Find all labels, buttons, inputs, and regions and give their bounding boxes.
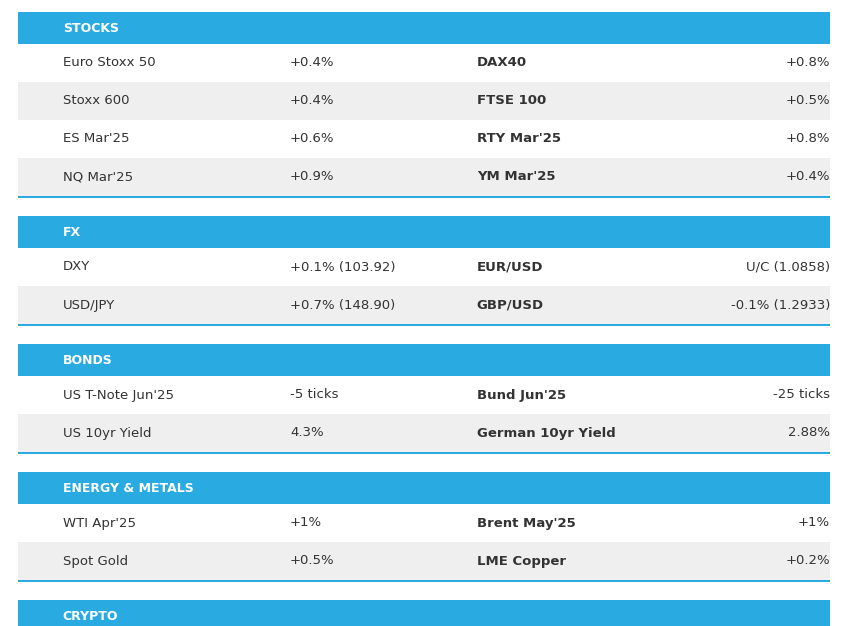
Text: Bund Jun'25: Bund Jun'25 — [477, 389, 566, 401]
Text: U/C (1.0858): U/C (1.0858) — [746, 260, 830, 274]
Bar — [18, 452, 830, 454]
Bar — [18, 12, 830, 44]
Text: WTI Apr'25: WTI Apr'25 — [63, 516, 136, 530]
Text: +0.1% (103.92): +0.1% (103.92) — [290, 260, 395, 274]
Bar — [18, 504, 830, 542]
Bar — [18, 376, 830, 414]
Text: GBP/USD: GBP/USD — [477, 299, 544, 312]
Text: +0.8%: +0.8% — [785, 133, 830, 145]
Text: DXY: DXY — [63, 260, 90, 274]
Bar — [18, 158, 830, 196]
Text: US T-Note Jun'25: US T-Note Jun'25 — [63, 389, 174, 401]
Text: +0.7% (148.90): +0.7% (148.90) — [290, 299, 395, 312]
Text: +0.4%: +0.4% — [290, 56, 334, 69]
Text: -5 ticks: -5 ticks — [290, 389, 338, 401]
Bar — [18, 216, 830, 248]
Text: DAX40: DAX40 — [477, 56, 527, 69]
Text: -25 ticks: -25 ticks — [773, 389, 830, 401]
Text: EUR/USD: EUR/USD — [477, 260, 544, 274]
Text: US 10yr Yield: US 10yr Yield — [63, 426, 151, 439]
Text: STOCKS: STOCKS — [63, 21, 119, 34]
Bar — [18, 286, 830, 324]
Text: 4.3%: 4.3% — [290, 426, 324, 439]
Text: YM Mar'25: YM Mar'25 — [477, 170, 555, 183]
Text: RTY Mar'25: RTY Mar'25 — [477, 133, 561, 145]
Text: +0.4%: +0.4% — [785, 170, 830, 183]
Text: LME Copper: LME Copper — [477, 555, 566, 568]
Bar — [18, 120, 830, 158]
Text: -0.1% (1.2933): -0.1% (1.2933) — [731, 299, 830, 312]
Text: ES Mar'25: ES Mar'25 — [63, 133, 129, 145]
Bar — [18, 542, 830, 580]
Text: +0.5%: +0.5% — [290, 555, 335, 568]
Bar — [18, 414, 830, 452]
Text: BONDS: BONDS — [63, 354, 113, 366]
Bar — [18, 472, 830, 504]
Text: Euro Stoxx 50: Euro Stoxx 50 — [63, 56, 155, 69]
Text: +0.2%: +0.2% — [785, 555, 830, 568]
Text: +1%: +1% — [798, 516, 830, 530]
Text: +0.9%: +0.9% — [290, 170, 334, 183]
Text: +0.5%: +0.5% — [785, 95, 830, 108]
Text: Spot Gold: Spot Gold — [63, 555, 128, 568]
Text: FTSE 100: FTSE 100 — [477, 95, 546, 108]
Bar — [18, 580, 830, 582]
Text: 2.88%: 2.88% — [788, 426, 830, 439]
Text: USD/JPY: USD/JPY — [63, 299, 115, 312]
Text: +0.6%: +0.6% — [290, 133, 334, 145]
Bar — [18, 248, 830, 286]
Text: ENERGY & METALS: ENERGY & METALS — [63, 481, 193, 495]
Text: NQ Mar'25: NQ Mar'25 — [63, 170, 133, 183]
Text: FX: FX — [63, 225, 81, 239]
Bar — [18, 196, 830, 198]
Bar — [18, 600, 830, 626]
Bar — [18, 44, 830, 82]
Text: +0.4%: +0.4% — [290, 95, 334, 108]
Bar — [18, 82, 830, 120]
Bar — [18, 344, 830, 376]
Bar — [18, 324, 830, 326]
Text: +0.8%: +0.8% — [785, 56, 830, 69]
Text: +1%: +1% — [290, 516, 322, 530]
Text: CRYPTO: CRYPTO — [63, 610, 118, 622]
Text: German 10yr Yield: German 10yr Yield — [477, 426, 616, 439]
Text: Brent May'25: Brent May'25 — [477, 516, 576, 530]
Text: Stoxx 600: Stoxx 600 — [63, 95, 129, 108]
